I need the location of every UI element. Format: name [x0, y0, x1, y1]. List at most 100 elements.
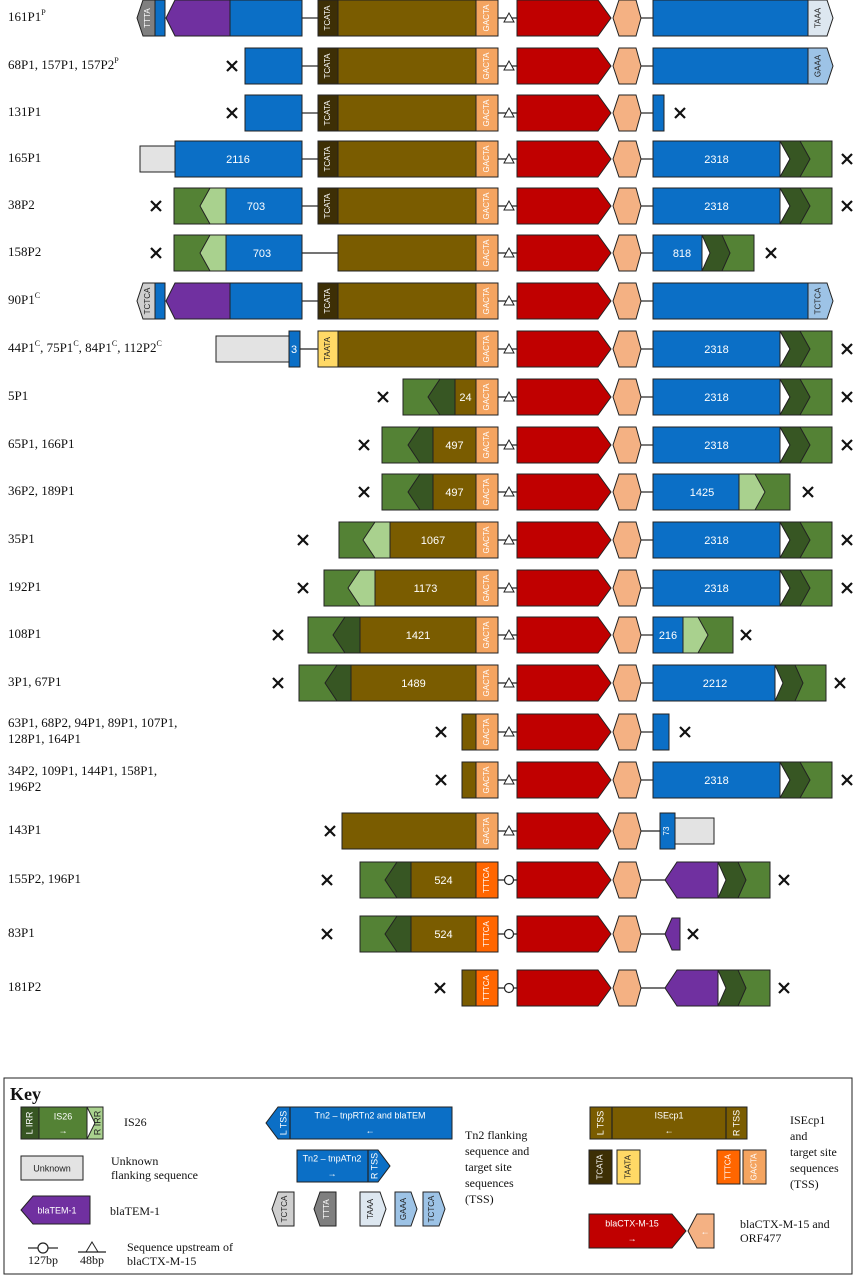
blactxm15-gene [516, 47, 612, 85]
isecp1-element [374, 569, 477, 607]
key-is26-rirr-label: R IRR [92, 1110, 102, 1135]
is26-right-chevron [738, 473, 766, 511]
tss-right-isecp1-label: GACTA [482, 621, 491, 649]
is26-right-chevron [779, 569, 811, 607]
tss-tcata-label: TCATA [323, 100, 332, 126]
truncation-cross-icon [324, 825, 336, 837]
row-label: 181P2 [8, 979, 41, 994]
triangle-48bp-icon [503, 773, 515, 785]
key-tss-tcata [588, 1149, 613, 1185]
key-is26-text: IS26 [54, 1111, 73, 1121]
circle-127bp-icon [503, 874, 515, 886]
key-isecp1 [589, 1106, 748, 1140]
tn2-blue [244, 47, 303, 85]
key-48bp-label: 48bp [80, 1253, 104, 1267]
blactxm15-gene [516, 94, 612, 132]
segment-number: 1067 [421, 535, 445, 547]
key-tss-gacta-label: GACTA [750, 1153, 759, 1181]
segment-number: 2318 [704, 535, 728, 547]
tn2-right-blue [652, 47, 809, 85]
orf477-gene [612, 664, 642, 702]
tss-right-isecp1-label: GACTA [482, 817, 491, 845]
segment-number: 2318 [704, 201, 728, 213]
truncation-cross-icon [150, 247, 162, 259]
key-seq-desc: blaCTX-M-15 [127, 1254, 196, 1268]
key-unknown-label: Unknown [33, 1163, 71, 1173]
key-arrow-right-icon: → [328, 1168, 337, 1178]
is26-right-blue [652, 330, 781, 368]
is26-right-chevron [779, 521, 811, 559]
blactxm15-gene [516, 915, 612, 953]
row-label: 36P2, 189P1 [8, 483, 74, 498]
orf477-gene [612, 761, 642, 799]
orf477-gene [612, 378, 642, 416]
segment-number: 703 [247, 201, 265, 213]
segment-number: 524 [434, 929, 452, 941]
is26-right-chevron [779, 426, 811, 464]
isecp1-element [337, 94, 477, 132]
tss-gaaa [807, 47, 834, 85]
key-tss-tcata-label: TCATA [596, 1154, 605, 1180]
segment-number: 1421 [406, 630, 430, 642]
row-label: 65P1, 166P1 [8, 436, 74, 451]
truncation-cross-icon [434, 982, 446, 994]
key-tem-box [20, 1195, 91, 1225]
tss-tctca-label: TCTCA [814, 287, 823, 314]
blatem1-gene [165, 0, 231, 37]
segment-number: 216 [659, 630, 677, 642]
segment-number: 2318 [704, 344, 728, 356]
tss-right-isecp1-label: TTTCA [482, 974, 491, 1000]
isecp1-element [461, 761, 477, 799]
key-unknown-desc: flanking sequence [111, 1168, 198, 1182]
truncation-cross-icon [679, 726, 691, 738]
truncation-cross-icon [687, 928, 699, 940]
isecp1-element [337, 140, 477, 178]
orf477-gene [612, 569, 642, 607]
segment-number: 2318 [704, 440, 728, 452]
key-tss-taata-label: TAATA [624, 1154, 633, 1179]
orf477-gene [612, 94, 642, 132]
orf477-gene [612, 969, 642, 1007]
truncation-cross-icon [765, 247, 777, 259]
isecp1-element [359, 616, 477, 654]
row-label: 68P1, 157P1, 157P2P [8, 56, 119, 72]
truncation-cross-icon [841, 391, 853, 403]
is26-right-chevron [774, 664, 804, 702]
triangle-48bp-icon [503, 533, 515, 545]
tss-tctca [807, 282, 834, 320]
blactxm15-gene [516, 969, 612, 1007]
key-isecp1-desc: and [790, 1129, 807, 1143]
isecp1-element [337, 330, 477, 368]
is26-right-chevron [779, 187, 811, 225]
row-label: 63P1, 68P2, 94P1, 89P1, 107P1, [8, 715, 177, 730]
row-label: 44P1C, 75P1C, 84P1C, 112P2C [8, 339, 162, 355]
truncation-cross-icon [321, 928, 333, 940]
triangle-48bp-icon [503, 106, 515, 118]
tn2-blue [229, 282, 303, 320]
key-tss-tctca [422, 1191, 446, 1227]
tn2-left-blue [154, 0, 166, 37]
tss-right-isecp1-label: GACTA [482, 239, 491, 267]
key-tn2-rtss: R TSS [369, 1153, 379, 1179]
tn2-blue [244, 94, 303, 132]
is26-right-blue [652, 761, 781, 799]
is26-right-chevron [779, 378, 811, 416]
truncation-cross-icon [435, 726, 447, 738]
truncation-cross-icon [740, 629, 752, 641]
truncation-cross-icon [841, 153, 853, 165]
is26-right-blue [652, 378, 781, 416]
is26-right-chevron [717, 861, 747, 899]
tss-right-isecp1-label: GACTA [482, 718, 491, 746]
truncation-cross-icon [321, 874, 333, 886]
blatem1-gene [664, 917, 681, 951]
blactxm15-gene [516, 616, 612, 654]
unknown-flank [139, 145, 176, 173]
key-tss-tttta-label: TTTA [322, 1199, 331, 1219]
truncation-cross-icon [841, 439, 853, 451]
key-isecp1-text: ISEcp1 [654, 1110, 683, 1120]
key-tn2-short [296, 1149, 391, 1183]
truncation-cross-icon [297, 534, 309, 546]
key-tss-tttta [313, 1191, 337, 1227]
triangle-48bp-icon [503, 824, 515, 836]
tss-tcata-label: TCATA [323, 146, 332, 172]
